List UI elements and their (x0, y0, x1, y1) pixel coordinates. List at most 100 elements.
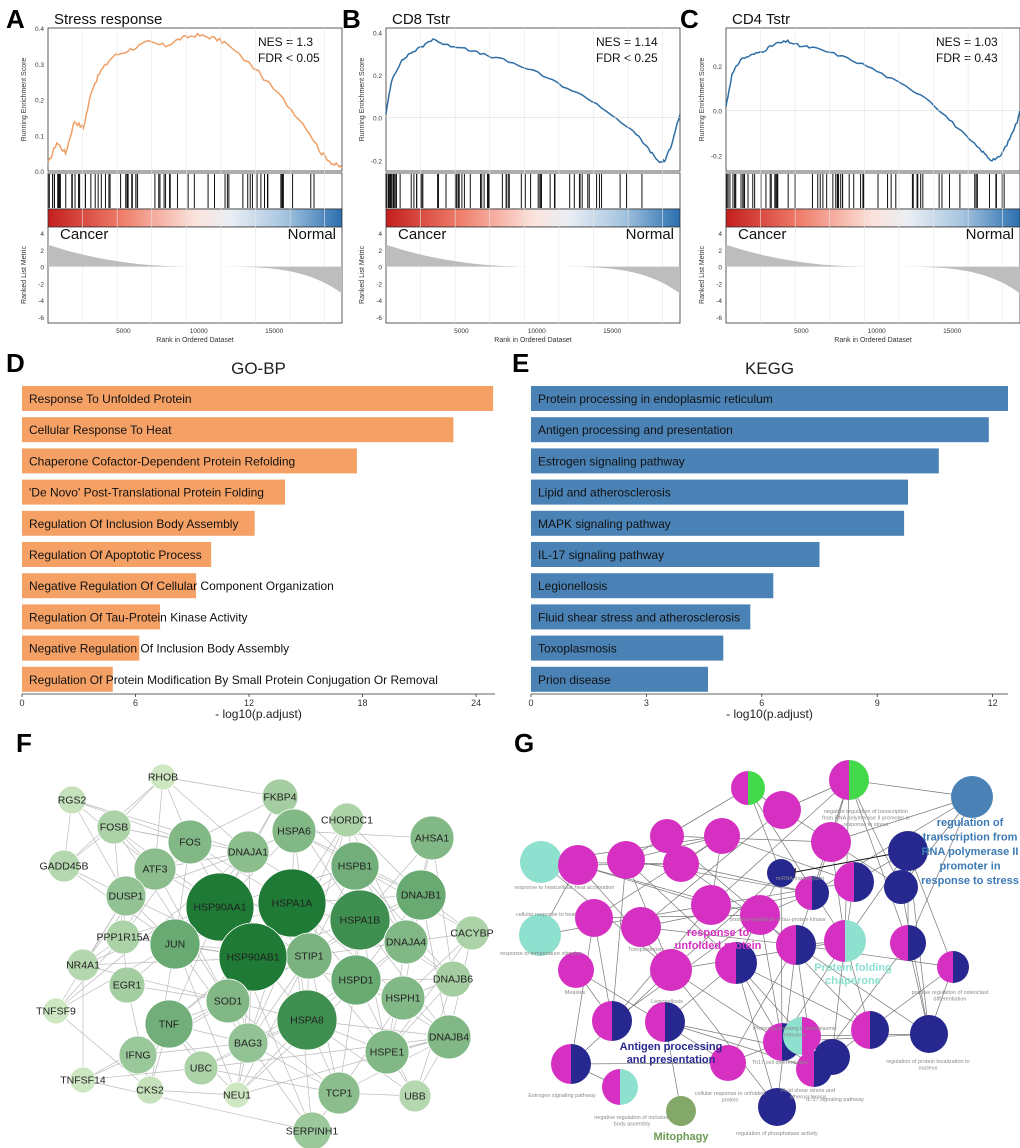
gene-node-dnaja1 (226, 830, 270, 874)
network-edge (830, 796, 973, 843)
es-ytick-label: 0.2 (373, 73, 382, 80)
gene-node-fosb (96, 809, 132, 845)
external-term-label-line: regulation of (937, 817, 1004, 829)
metric-ylabel: Ranked List Metric (359, 246, 366, 304)
gene-node-hspa8 (276, 989, 338, 1051)
ranked-list-metric-area (386, 244, 680, 294)
metric-ytick-label: 4 (718, 231, 722, 238)
rank-color-bar (385, 208, 681, 228)
external-term-label-line: transcription from (923, 832, 1018, 844)
term-small-label: negative regulation of transcription from… (822, 809, 910, 828)
term-node (519, 914, 561, 956)
network-edge (386, 932, 473, 1053)
gene-node-hspd1 (330, 954, 382, 1006)
gsea-title: CD4 Tstr (732, 11, 790, 28)
network-edge (721, 835, 855, 883)
external-term-label-line: promoter in (939, 861, 1000, 873)
gene-label: EGR1 (113, 980, 142, 992)
bar-category-label: Regulation Of Tau-Protein Kinase Activit… (29, 610, 248, 624)
network-edge (680, 863, 813, 894)
term-node-right-half (854, 862, 874, 902)
network-edge (593, 914, 761, 919)
x-tick-label: 6 (759, 698, 764, 708)
term-small-label: IL-17 signaling pathway (806, 1097, 864, 1103)
cancer-label: Cancer (60, 226, 108, 243)
gene-node-jun (149, 918, 201, 970)
metric-ylabel: Ranked List Metric (699, 246, 706, 304)
term-node (650, 819, 684, 853)
term-node-right-half (571, 1044, 591, 1084)
bar-category-label: MAPK signaling pathway (538, 517, 671, 531)
term-small-label: Estrogen signaling pathway (528, 1093, 596, 1099)
bar (22, 573, 197, 599)
gene-node-ppp1r15a (105, 919, 141, 955)
network-edge (735, 962, 778, 1108)
rank-xtick-label: 10000 (868, 328, 886, 335)
term-small-label-line: Fluid shear stress and (781, 1088, 835, 1094)
term-small-label: Th17 cell differentiation (752, 1060, 809, 1066)
bar (531, 479, 908, 505)
gsea-title: CD8 Tstr (392, 11, 450, 28)
term-small-label-line: Toxoplasmosis (628, 947, 664, 953)
bar (531, 386, 1008, 411)
gsea-panel-stress-response: 0.0 0.1 0.2 0.3 0.4 Running Enrichment Score S… (21, 11, 343, 344)
network-edge (162, 776, 281, 798)
term-small-label-line: protein (722, 1098, 739, 1104)
cluster-label: response to unfolded protein (675, 927, 762, 952)
x-tick-label: 12 (244, 698, 254, 708)
term-small-label: cellular response to unfolded protein (695, 1091, 765, 1104)
panel-letter-c: C (680, 4, 699, 34)
bar (22, 510, 255, 536)
network-edge (759, 914, 871, 1031)
cluster-label: Protein folding chaperone (814, 962, 892, 987)
term-small-label-line: IL-17 signaling pathway (806, 1097, 864, 1103)
term-node (663, 846, 699, 882)
gene-node-tnfsf9 (42, 997, 70, 1025)
x-tick-label: 24 (471, 698, 481, 708)
hits-frame (385, 172, 681, 210)
x-axis-label: - log10(p.adjust) (215, 707, 302, 721)
network-edge (577, 864, 712, 906)
term-node (758, 1088, 796, 1126)
es-plot-frame (47, 27, 343, 172)
network-edge (200, 1036, 450, 1069)
cancer-label: Cancer (738, 226, 786, 243)
es-ytick-label: 0.4 (35, 26, 44, 33)
term-small-label-line: Protein processing in endoplasmic (753, 1026, 837, 1032)
network-edge (670, 872, 782, 971)
gene-node-egr1 (108, 966, 146, 1004)
rank-xtick-label: 5000 (794, 328, 809, 335)
gene-node-dnajb6 (434, 960, 472, 998)
term-node (811, 822, 851, 862)
term-node-left-half (602, 1069, 620, 1105)
term-small-label-line: regulation of protein localization to (886, 1059, 969, 1065)
rank-xtick-label: 15000 (603, 328, 621, 335)
x-axis-label: - log10(p.adjust) (726, 707, 813, 721)
enrichment-network: negative regulation of transcription from… (500, 760, 1019, 1143)
panel-letter-b: B (342, 4, 361, 34)
nes-label: NES = 1.03 (936, 35, 998, 49)
term-node-right-half (736, 942, 757, 984)
gene-node-hspa1b (329, 889, 391, 951)
term-node (691, 885, 731, 925)
x-tick-label: 12 (988, 698, 998, 708)
arrow-edge (789, 850, 909, 874)
term-node (884, 870, 918, 904)
gene-node-dnajb1 (395, 869, 447, 921)
gene-node-ifng (118, 1035, 158, 1075)
gene-node-atf3 (133, 847, 177, 891)
network-edge (174, 943, 238, 1096)
term-node (621, 907, 661, 947)
term-small-label-line: negative regulation of inclusion (594, 1115, 670, 1121)
es-ytick-label: -0.2 (711, 153, 723, 160)
rank-color-bar (725, 208, 1020, 228)
term-node-right-half (814, 1051, 832, 1087)
bar (22, 604, 161, 630)
nes-label: NES = 1.14 (596, 35, 658, 49)
bar (22, 479, 285, 505)
gene-label: CKS2 (136, 1085, 164, 1097)
term-small-label: response to heat (515, 885, 556, 891)
term-small-label-line: differentiation (934, 997, 967, 1003)
gene-label: DNAJB6 (433, 974, 473, 986)
bar (22, 417, 454, 443)
